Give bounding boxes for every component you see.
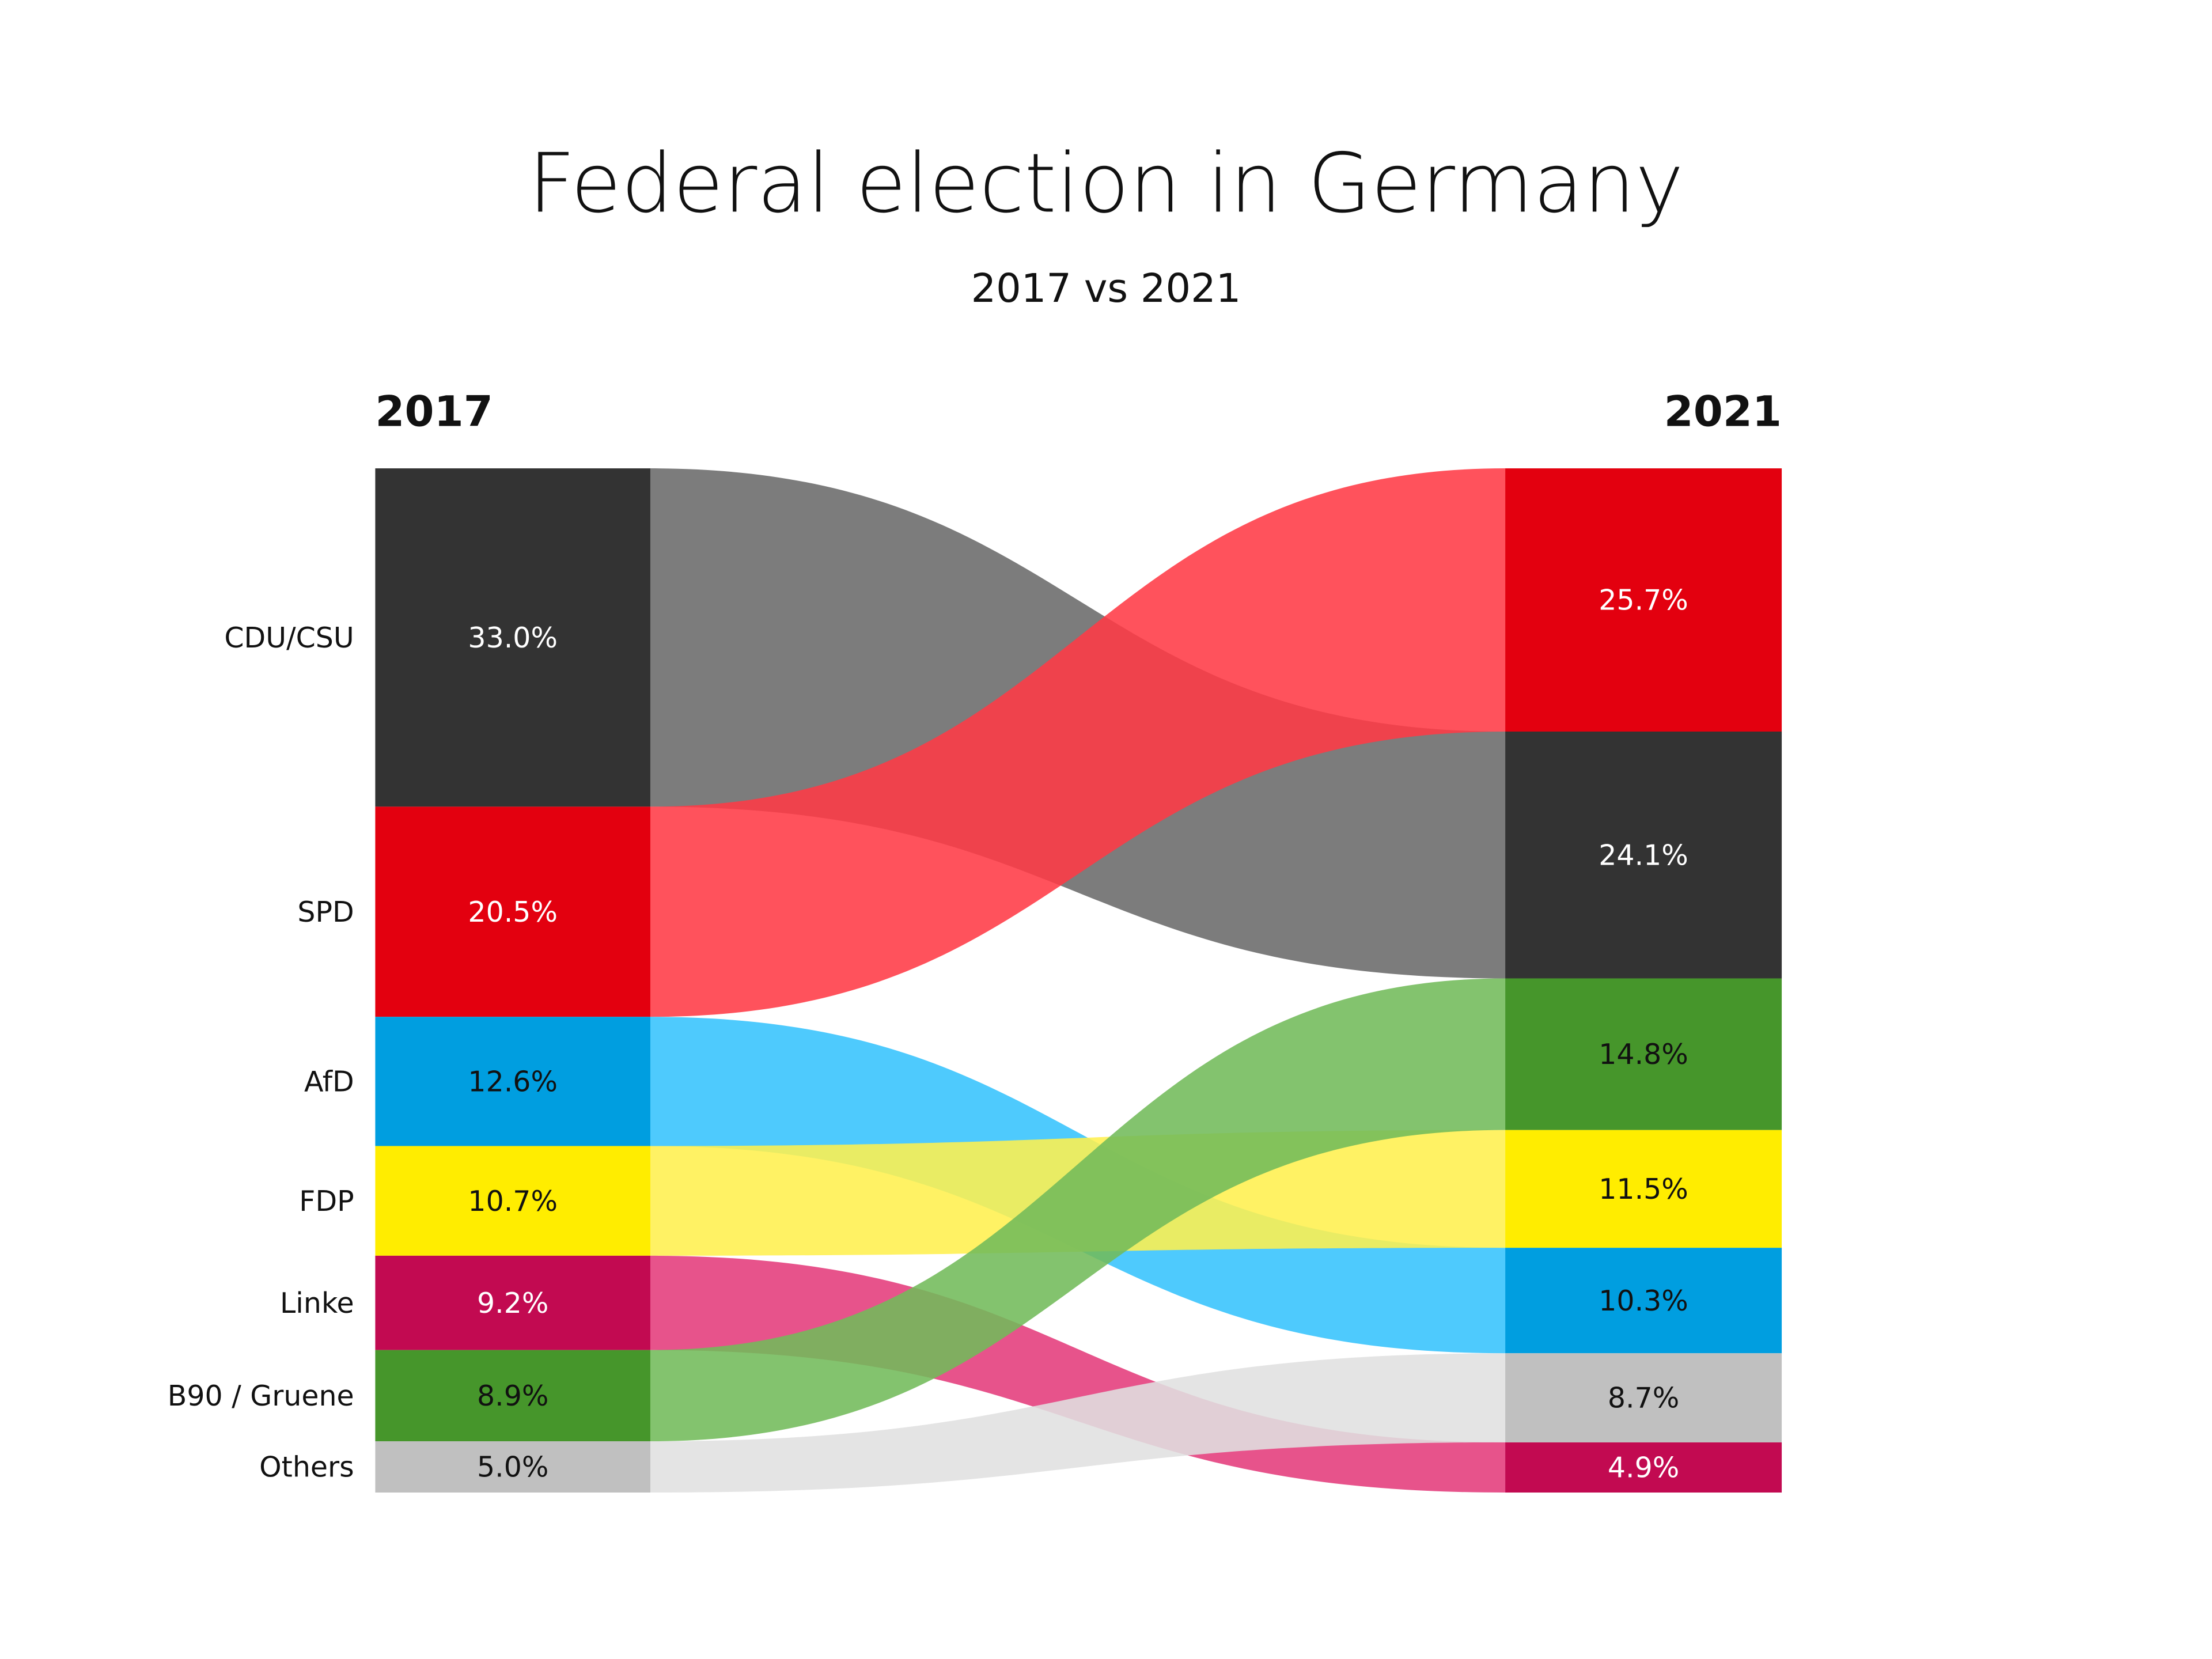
party-label: FDP	[299, 1185, 354, 1218]
flow-spd	[650, 468, 1506, 1017]
value-label-2021: 8.7%	[1608, 1382, 1679, 1415]
flows	[650, 468, 1506, 1493]
value-label-2017: 20.5%	[468, 896, 558, 929]
value-label-2017: 33.0%	[468, 622, 558, 654]
node-2021-fdp	[1505, 1130, 1782, 1248]
value-label-2021: 24.1%	[1599, 839, 1688, 872]
node-2017-fdp	[375, 1146, 650, 1256]
nodes: 33.0% 24.1% CDU/CSU 20.5% 25.7% SPD 12.6% 10.3%…	[168, 468, 1782, 1493]
flow-others	[650, 1353, 1506, 1493]
flow-b90-gruene	[650, 978, 1506, 1442]
node-2021-afd	[1505, 1248, 1782, 1354]
chart-title: Federal election in Germany	[528, 136, 1684, 231]
value-label-2021: 14.8%	[1599, 1038, 1688, 1071]
party-label: CDU/CSU	[224, 622, 354, 654]
value-label-2017: 8.9%	[477, 1380, 548, 1412]
party-label: SPD	[297, 896, 354, 929]
node-2021-cdu-csu	[1505, 731, 1782, 979]
node-2017-b90-gruene	[375, 1350, 650, 1442]
value-label-2021: 11.5%	[1599, 1173, 1688, 1206]
party-label: Others	[259, 1451, 354, 1484]
value-label-2017: 10.7%	[468, 1185, 558, 1218]
party-label: B90 / Gruene	[168, 1380, 354, 1412]
node-2017-others	[375, 1441, 650, 1493]
value-label-2017: 5.0%	[477, 1451, 548, 1484]
node-2021-spd	[1505, 468, 1782, 732]
node-2021-linke	[1505, 1442, 1782, 1493]
value-label-2017: 9.2%	[477, 1287, 548, 1320]
node-2017-afd	[375, 1017, 650, 1146]
node-2017-cdu-csu	[375, 468, 650, 807]
value-label-2021: 25.7%	[1599, 584, 1688, 617]
party-label: AfD	[304, 1065, 354, 1098]
node-2017-spd	[375, 806, 650, 1017]
value-label-2017: 12.6%	[468, 1065, 558, 1098]
left-year-label: 2017	[375, 388, 493, 437]
party-label: Linke	[280, 1287, 354, 1320]
value-label-2021: 10.3%	[1599, 1285, 1688, 1317]
value-label-2021: 4.9%	[1608, 1452, 1679, 1484]
node-2021-others	[1505, 1353, 1782, 1442]
node-2017-linke	[375, 1255, 650, 1350]
node-2021-b90-gruene	[1505, 978, 1782, 1130]
chart-subtitle: 2017 vs 2021	[971, 266, 1241, 312]
right-year-label: 2021	[1664, 388, 1782, 437]
